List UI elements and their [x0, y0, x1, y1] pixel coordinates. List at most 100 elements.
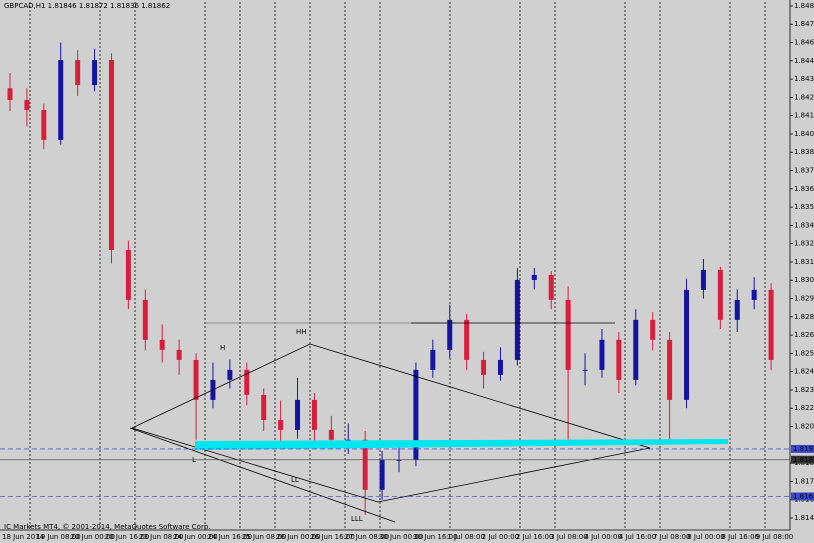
plot — [7, 42, 774, 515]
candle-body — [734, 299, 740, 320]
candle-body — [751, 289, 757, 300]
x-tick-label: 20 Jun 16:00 — [105, 533, 149, 541]
candle-body — [481, 359, 487, 375]
x-tick-label: 4 Jul 16:00 — [619, 533, 657, 541]
candle-body — [345, 439, 351, 441]
candle-body — [700, 269, 706, 290]
y-tick-label: 1.83040 — [794, 276, 814, 284]
candle-body — [633, 319, 639, 380]
x-tick-label: 26 Jun 16:00 — [310, 533, 354, 541]
y-tick-label: 1.81720 — [794, 477, 814, 485]
y-tick-label: 1.82200 — [794, 404, 814, 412]
y-tick-label: 1.82080 — [794, 423, 814, 431]
candle-body — [295, 399, 301, 430]
x-tick-label: 3 Jul 08:00 — [550, 533, 588, 541]
x-tick-label: 26 Jun 00:00 — [276, 533, 320, 541]
y-tick-label: 1.82680 — [794, 331, 814, 339]
price-level-label: 1.81933 — [793, 445, 814, 453]
x-tick-label: 2 Jul 16:00 — [516, 533, 554, 541]
annotation: HH — [296, 328, 307, 336]
candle-body — [75, 60, 81, 86]
y-tick-label: 1.84600 — [794, 39, 814, 47]
pattern-lines — [129, 322, 651, 523]
x-tick-label: 4 Jul 00:00 — [584, 533, 622, 541]
y-tick-label: 1.84120 — [794, 112, 814, 120]
price-level-box — [791, 492, 814, 501]
annotation: LL — [291, 476, 299, 484]
candle-body — [142, 299, 148, 340]
y-tick-label: 1.84240 — [794, 93, 814, 101]
y-tick-label: 1.84720 — [794, 20, 814, 28]
x-tick-label: 19 Jun 08:00 — [36, 533, 80, 541]
y-tick-label: 1.83280 — [794, 240, 814, 248]
candle-body — [464, 319, 470, 360]
y-tick-label: 1.83760 — [794, 167, 814, 175]
y-tick-label: 1.81480 — [794, 514, 814, 522]
candle-body — [514, 279, 520, 360]
x-tick-label: 8 Jul 16:00 — [721, 533, 759, 541]
y-tick-label: 1.83160 — [794, 258, 814, 266]
price-level-label: 1.81862 — [793, 456, 814, 464]
candle-body — [430, 349, 436, 370]
candle-body — [447, 319, 453, 350]
x-tick-label: 30 Jun 00:00 — [379, 533, 423, 541]
y-tick-label: 1.83520 — [794, 203, 814, 211]
y-tick-label: 1.84480 — [794, 57, 814, 65]
support-zone — [195, 439, 728, 450]
y-tick-label: 1.84360 — [794, 75, 814, 83]
y-tick-label: 1.82800 — [794, 313, 814, 321]
y-tick-label: 1.82320 — [794, 386, 814, 394]
candle-body — [379, 459, 385, 490]
x-tick-label: 30 Jun 16:00 — [413, 533, 457, 541]
x-tick-label: 2 Jul 00:00 — [482, 533, 520, 541]
y-tick-label: 1.83400 — [794, 221, 814, 229]
x-tick-label: 8 Jul 00:00 — [687, 533, 725, 541]
x-tick-label: 18 Jun 2014 — [2, 533, 45, 541]
candle-body — [193, 359, 199, 400]
candle-body — [396, 459, 402, 461]
candle-body — [278, 419, 284, 430]
candle-body — [159, 339, 165, 350]
candle-body — [311, 399, 317, 430]
y-tick-label: 1.84000 — [794, 130, 814, 138]
y-tick-label: 1.84840 — [794, 2, 814, 10]
x-tick-label: 24 Jun 00:00 — [173, 533, 217, 541]
y-tick-label: 1.82560 — [794, 349, 814, 357]
x-tick-label: 25 Jun 08:00 — [242, 533, 286, 541]
candle-body — [413, 369, 419, 460]
candle-body — [244, 369, 250, 395]
candle-body — [599, 339, 605, 370]
candle-body — [328, 429, 334, 440]
candle-body — [667, 339, 673, 400]
price-level-label: 1.81621 — [793, 492, 814, 500]
y-tick-label: 1.83640 — [794, 185, 814, 193]
footer: IC Markets MT4, © 2001-2014, MetaQuotes … — [4, 523, 211, 531]
price-level-box — [791, 455, 814, 464]
candle-body — [548, 274, 554, 300]
annotation: H — [220, 344, 225, 352]
y-tick-label: 1.82440 — [794, 368, 814, 376]
candle-body — [41, 110, 47, 140]
candle-body — [497, 359, 503, 375]
y-tick-label: 1.82920 — [794, 295, 814, 303]
candle-body — [108, 60, 114, 250]
annotation: LLL — [351, 515, 363, 523]
x-tick-label: 1 Jul 08:00 — [447, 533, 485, 541]
candle-body — [616, 339, 622, 380]
candle-body — [7, 88, 13, 100]
candle-body — [768, 289, 774, 360]
candle-body — [684, 289, 690, 400]
candle-body — [92, 60, 98, 86]
x-tick-label: 7 Jul 08:00 — [653, 533, 691, 541]
x-tick-label: 20 Jun 00:00 — [71, 533, 115, 541]
price-level-box — [791, 444, 814, 453]
candle-body — [125, 249, 131, 300]
candle-body — [717, 269, 723, 320]
candle-body — [582, 369, 588, 371]
candle-body — [227, 369, 233, 380]
candle-body — [650, 319, 656, 340]
candle-body — [531, 274, 537, 280]
y-tick-label: 1.83880 — [794, 148, 814, 156]
